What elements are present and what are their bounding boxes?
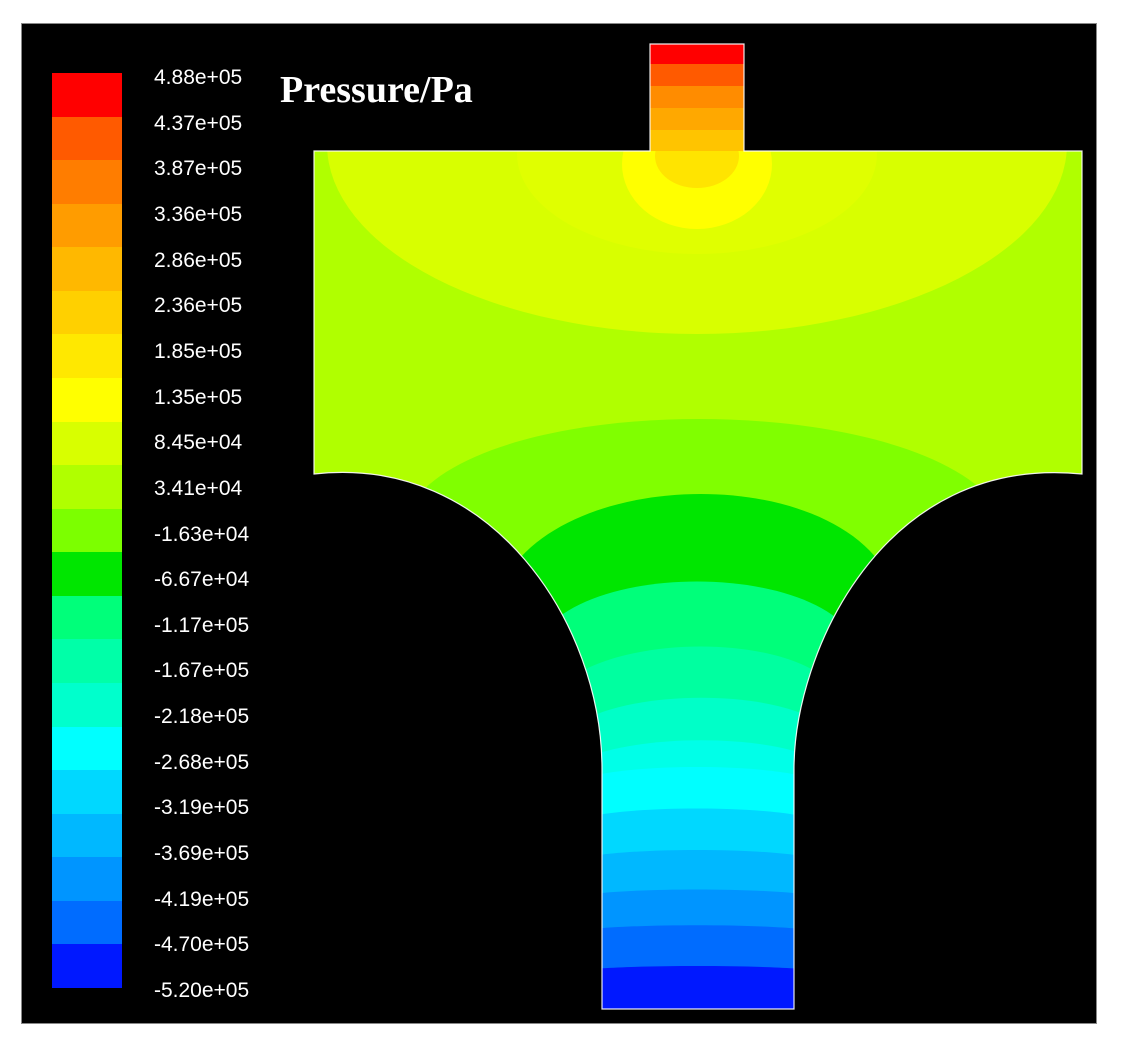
colorbar-tick-label: -4.70e+05: [154, 933, 250, 957]
colorbar-tick-label: -3.19e+05: [154, 796, 250, 820]
colorbar-swatch: [52, 465, 122, 510]
figure-frame: 4.88e+05 4.37e+05 3.87e+05 3.36e+05 2.86e+05…: [21, 23, 1097, 1024]
contour-band-3.36e+05: [650, 108, 744, 130]
colorbar-tick-label: 3.36e+05: [154, 202, 243, 226]
colorbar-swatch: [52, 900, 122, 945]
colorbar-swatch: [52, 334, 122, 379]
colorbar-tick-label: 1.85e+05: [154, 339, 243, 363]
domain-outline: [313, 43, 1083, 1010]
colorbar-swatch: [52, 770, 122, 815]
contour-band-2.86e+05: [650, 130, 744, 151]
colorbar-swatch: [52, 639, 122, 684]
colorbar-swatch: [52, 290, 122, 335]
colorbar-swatch: [52, 813, 122, 858]
pressure-contour-plot: [313, 43, 1083, 1010]
colorbar-swatch: [52, 508, 122, 553]
colorbar-tick-label: -2.68e+05: [154, 750, 250, 774]
colorbar-swatch: [52, 944, 122, 989]
colorbar-swatch: [52, 73, 122, 118]
colorbar-tick-label: 4.88e+05: [154, 66, 243, 89]
colorbar-swatch: [52, 595, 122, 640]
colorbar-swatch: [52, 421, 122, 466]
colorbar-swatch: [52, 683, 122, 728]
colorbar-tick-label: -1.17e+05: [154, 613, 250, 637]
colorbar-tick-label: -2.18e+05: [154, 705, 250, 729]
colorbar-swatch: [52, 203, 122, 248]
colorbar-tick-label: 3.87e+05: [154, 157, 243, 181]
colorbar-swatch: [52, 378, 122, 423]
contour-band-4.88e+05: [650, 44, 744, 64]
colorbar-tick-label: -6.67e+04: [154, 568, 250, 592]
colorbar: [52, 73, 122, 989]
colorbar-tick-label: 2.86e+05: [154, 248, 243, 272]
colorbar-tick-label: 1.35e+05: [154, 385, 243, 409]
colorbar-swatch: [52, 726, 122, 771]
colorbar-swatch: [52, 160, 122, 205]
colorbar-swatch: [52, 552, 122, 597]
colorbar-tick-label: 8.45e+04: [154, 431, 243, 455]
colorbar-tick-labels: 4.88e+05 4.37e+05 3.87e+05 3.36e+05 2.86e+05…: [154, 24, 284, 1023]
colorbar-swatch: [52, 247, 122, 292]
plot-title: Pressure/Pa: [280, 69, 473, 111]
contour-band-3.87e+05: [650, 86, 744, 108]
colorbar-tick-label: -1.63e+04: [154, 522, 250, 546]
colorbar-tick-label: 4.37e+05: [154, 111, 243, 135]
colorbar-tick-label: -1.67e+05: [154, 659, 250, 683]
colorbar-swatch: [52, 116, 122, 161]
colorbar-tick-label: 2.36e+05: [154, 294, 243, 318]
colorbar-tick-label: -3.69e+05: [154, 842, 250, 866]
colorbar-tick-label: -4.19e+05: [154, 887, 250, 911]
colorbar-tick-label: 3.41e+04: [154, 476, 243, 500]
contour-band-5.20e+05: [592, 966, 802, 1009]
colorbar-tick-label: -5.20e+05: [154, 979, 250, 1002]
contour-band-4.37e+05: [650, 64, 744, 86]
colorbar-swatch: [52, 857, 122, 902]
